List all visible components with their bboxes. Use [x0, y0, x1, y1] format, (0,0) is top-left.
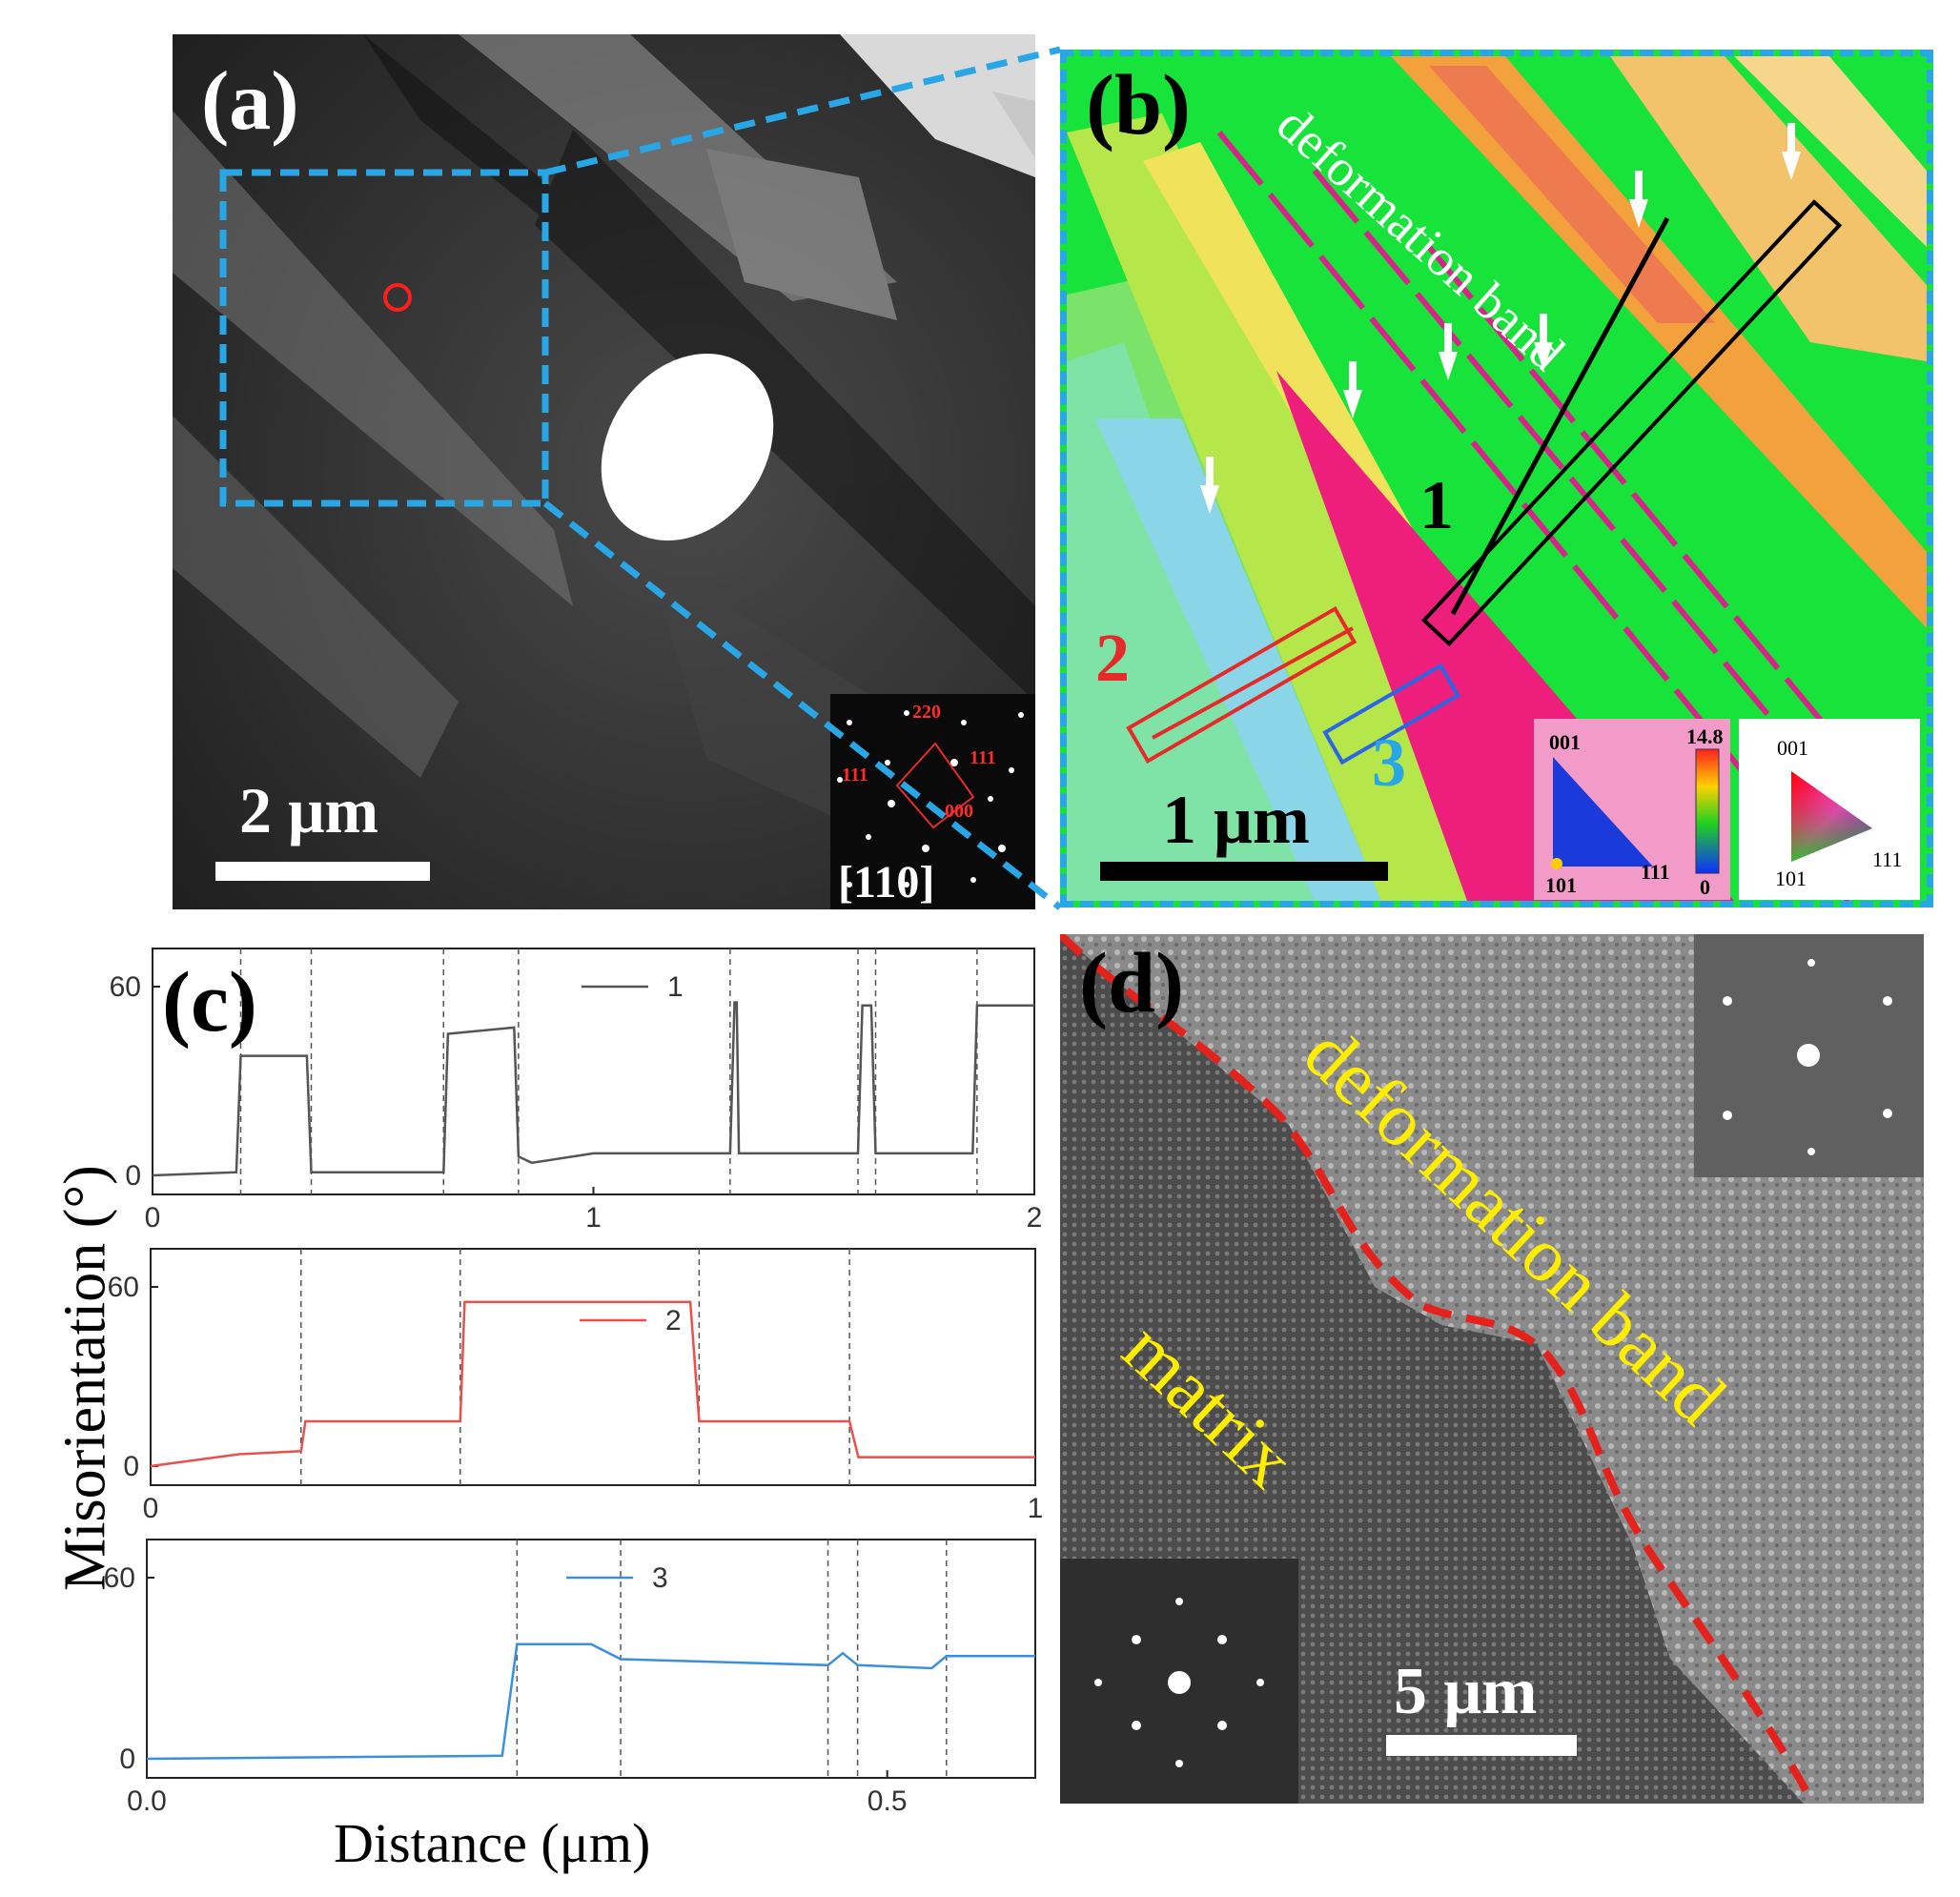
- x-tick-label-2-1: 0: [143, 1493, 159, 1524]
- scale-bar: [1386, 1735, 1577, 1756]
- scale-bar: [1100, 862, 1388, 881]
- y-tick-label-3-2: 60: [104, 1562, 135, 1594]
- scale-bar-label: 1 μm: [1162, 782, 1310, 858]
- kam-scale-max: 14.8: [1686, 724, 1724, 748]
- panel-d-hrtem-image: (d) deformation band matrix 5 μm: [1060, 934, 1924, 1804]
- line-label-2: 2: [1095, 620, 1130, 696]
- line-label-1: 1: [1419, 467, 1454, 543]
- spot-label-left: 111: [842, 765, 868, 785]
- hole: [601, 353, 774, 541]
- ipf-corner-right: 111: [1872, 847, 1903, 871]
- x-tick-label-3-2: 0.5: [868, 1785, 908, 1817]
- spot-label-top: 220: [912, 702, 941, 723]
- ipf-corner-left: 101: [1775, 867, 1807, 890]
- series-line-3: [146, 1642, 1035, 1761]
- region-box: [219, 169, 549, 507]
- boundary-dashed-line: [1060, 934, 1817, 1804]
- kam-corner-left: 101: [1545, 873, 1577, 897]
- line-label-3: 3: [1372, 724, 1406, 801]
- zone-axis-label: [110]: [838, 857, 935, 908]
- ipf-triangle: [1791, 771, 1872, 862]
- legend-label-1: 1: [667, 971, 684, 1003]
- panel-a-label: (a): [201, 55, 299, 148]
- ipf-corner-top: 001: [1777, 736, 1808, 760]
- line-profile-3: [1322, 663, 1460, 765]
- scale-bar-label: 2 μm: [239, 774, 379, 847]
- scale-bar: [215, 862, 430, 881]
- x-tick-label-1-3: 2: [1027, 1202, 1043, 1234]
- y-tick-label-3-1: 0: [119, 1744, 135, 1775]
- kam-legend: 001 101 111 14.8 0: [1534, 719, 1730, 900]
- kam-triangle: [1551, 748, 1720, 874]
- arrow-markers: [1200, 123, 1801, 514]
- x-axis-title: Distance (μm): [334, 1812, 651, 1874]
- series-line-2: [150, 1300, 1035, 1468]
- kam-scale-min: 0: [1700, 875, 1710, 899]
- panel-a-tem-image: (a) 2 μm 220 111 111 000 [110]: [173, 34, 1035, 909]
- line-profile-2: [1126, 605, 1358, 765]
- panel-c-label: (c): [162, 955, 257, 1050]
- diffraction-inset: 220 111 111 000 [110]: [830, 694, 1035, 909]
- y-tick-label-2-1: 0: [123, 1451, 139, 1482]
- plot-frame-2: [150, 1248, 1036, 1486]
- red-circle-marker: [383, 283, 412, 312]
- misorientation-chart: 0 60 0 1 2 1 0 60 0 1 2 0 60 0.0 0.5 3: [104, 948, 1044, 1817]
- x-tick-label-1-1: 0: [145, 1202, 161, 1234]
- x-tick-label-1-2: 1: [585, 1202, 602, 1234]
- y-tick-label-1-2: 60: [110, 971, 141, 1003]
- hrtem-micrograph: [1060, 934, 1924, 1804]
- panel-b-label: (b): [1086, 58, 1191, 153]
- y-axis-title: Misorientation (°): [52, 1165, 118, 1591]
- x-tick-label-3-1: 0.0: [127, 1785, 167, 1817]
- plot-frame-3: [146, 1539, 1036, 1779]
- y-tick-label-2-2: 60: [108, 1272, 139, 1303]
- line-profile-1: [1421, 199, 1843, 647]
- y-tick-label-1-1: 0: [125, 1160, 141, 1192]
- diffraction-pattern: [837, 710, 1024, 887]
- spot-label-right: 111: [970, 747, 996, 768]
- kam-corner-top: 001: [1549, 730, 1581, 754]
- kam-corner-right: 111: [1641, 860, 1670, 884]
- panel-c-misorientation-charts: 0 60 0 1 2 1 0 60 0 1 2 0 60 0.0 0.5 3 (c) Misorientati…: [19, 934, 1049, 1887]
- ipf-legend: 001 101 111: [1739, 719, 1920, 900]
- panel-b-ebsd-map: (b) deformation band 1 2 3 1 μm 001 101 …: [1060, 50, 1933, 908]
- legend-label-2: 2: [665, 1305, 682, 1336]
- legend-label-3: 3: [652, 1562, 668, 1594]
- panel-d-label: (d): [1079, 936, 1184, 1030]
- spot-label-bottom: 000: [945, 801, 973, 822]
- scale-bar-label: 5 μm: [1394, 1655, 1538, 1728]
- x-tick-label-2-2: 1: [1028, 1493, 1044, 1524]
- plot-frame-1: [152, 948, 1035, 1195]
- series-line-1: [152, 1001, 1034, 1177]
